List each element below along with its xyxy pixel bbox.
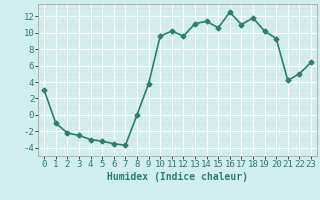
X-axis label: Humidex (Indice chaleur): Humidex (Indice chaleur) bbox=[107, 172, 248, 182]
